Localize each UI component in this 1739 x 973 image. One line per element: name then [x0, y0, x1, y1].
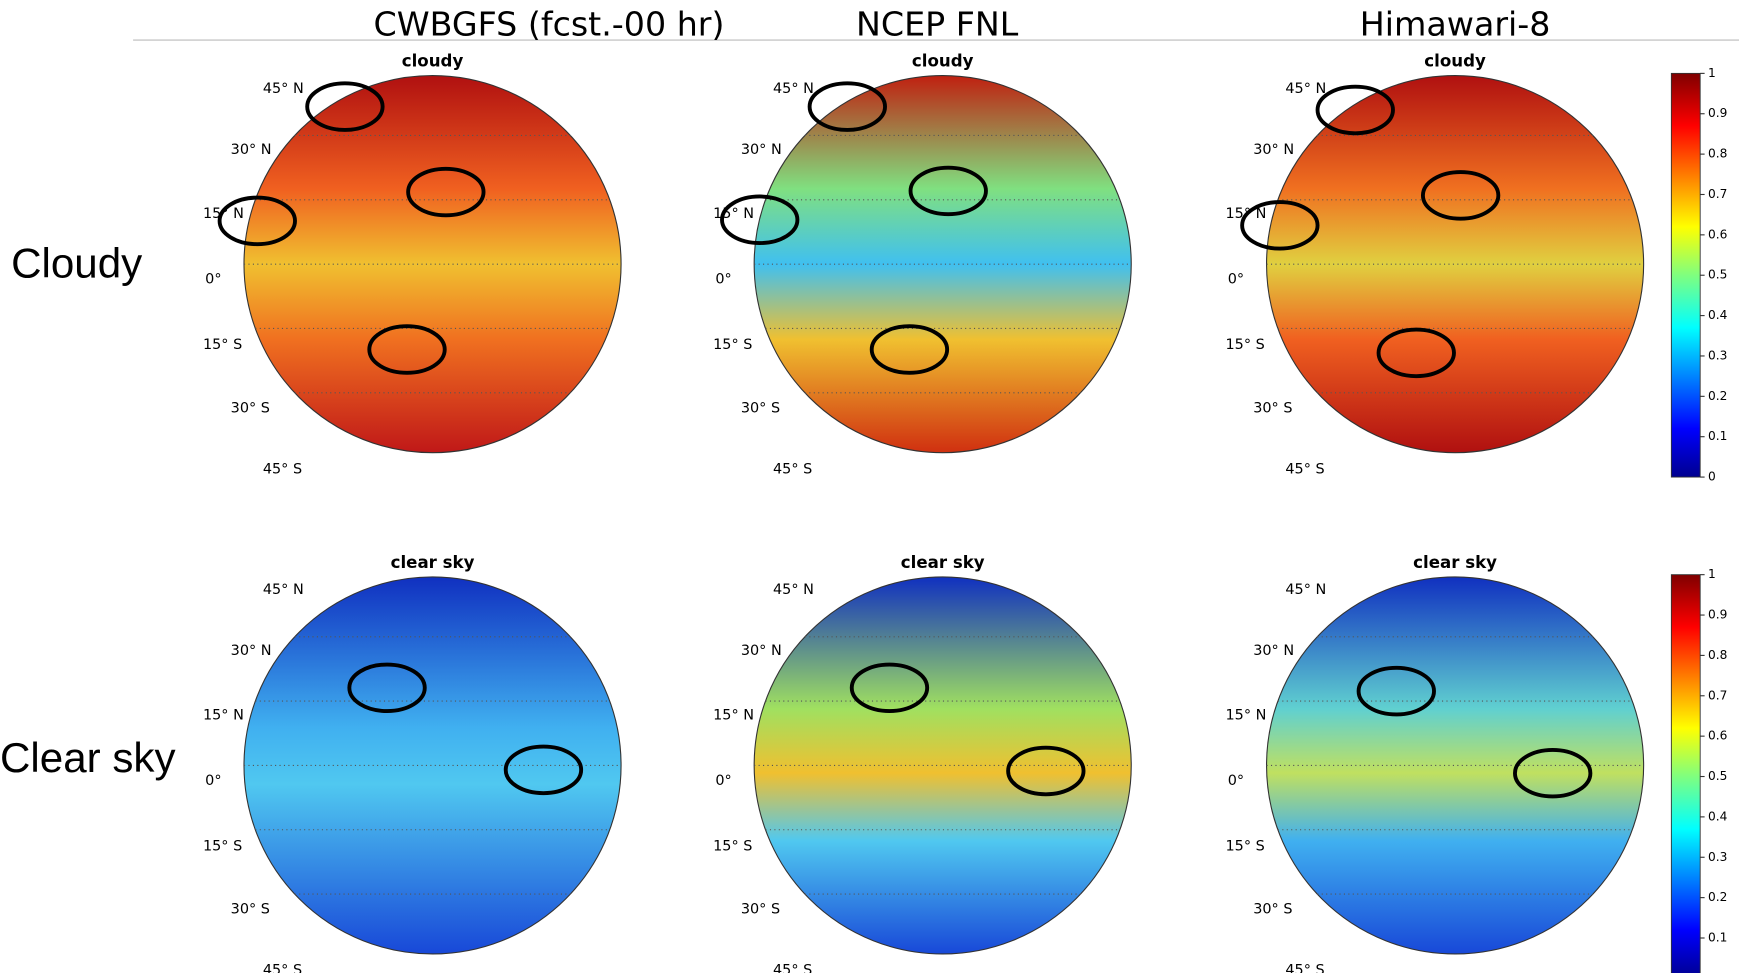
latitude-label: 30° N	[1253, 643, 1294, 659]
latitude-label: 45° S	[1285, 963, 1324, 973]
latitude-label: 30° N	[741, 142, 782, 158]
latitude-label: 15° N	[203, 708, 244, 724]
latitude-label: 15° N	[203, 206, 244, 222]
colorbar-tick-label: 0.6	[1708, 227, 1727, 241]
colorbar-tick-label: 0	[1708, 971, 1716, 973]
row-label: Clear sky	[0, 734, 176, 781]
colorbar-tick-label: 1	[1708, 567, 1716, 581]
colorbar-tick-label: 0.2	[1708, 890, 1727, 904]
highlight-ellipse	[406, 166, 486, 218]
highlight-ellipse	[503, 744, 584, 796]
latitude-label: 45° S	[1285, 461, 1324, 477]
colorbar-tick-label: 0.9	[1708, 608, 1727, 622]
colorbar-tick-label: 0.3	[1708, 850, 1727, 864]
colorbar-tick-label: 0.7	[1708, 688, 1727, 702]
latitude-label: 45° N	[1285, 582, 1326, 598]
latitude-label: 45° N	[773, 582, 814, 598]
highlight-ellipse	[720, 194, 800, 246]
highlight-ellipse	[1240, 200, 1320, 251]
colorbar-tick-label: 0.6	[1708, 729, 1727, 743]
highlight-ellipse	[217, 195, 297, 247]
colorbar-tick-label: 0.5	[1708, 769, 1727, 783]
latitude-label: 0°	[715, 272, 731, 288]
colorbar-tick-label: 0.2	[1708, 389, 1727, 403]
colorbar-tick-label: 0.4	[1708, 809, 1728, 823]
latitude-label: 15° S	[203, 337, 242, 353]
row-label: Cloudy	[11, 239, 142, 286]
highlight-ellipse	[1420, 170, 1501, 221]
panel-title: clear sky	[1413, 553, 1497, 572]
latitude-label: 30° N	[231, 142, 272, 158]
colorbar	[1670, 574, 1701, 973]
latitude-label: 30° S	[1253, 902, 1292, 918]
latitude-label: 30° S	[741, 400, 780, 416]
latitude-label: 30° S	[741, 902, 780, 918]
colorbar-tick-label: 0.8	[1708, 648, 1727, 662]
highlight-ellipse	[1376, 327, 1456, 379]
colorbar-tick-label: 1	[1708, 66, 1716, 80]
latitude-label: 0°	[1228, 272, 1244, 288]
panel-title: clear sky	[391, 553, 475, 572]
panel-title: cloudy	[402, 52, 464, 71]
latitude-label: 45° N	[773, 81, 814, 97]
column-title: Himawari-8	[1360, 5, 1551, 44]
latitude-label: 45° S	[773, 963, 812, 973]
latitude-label: 0°	[205, 272, 221, 288]
latitude-label: 15° N	[713, 206, 754, 222]
colorbar-tick-label: 0.7	[1708, 187, 1727, 201]
column-title: CWBGFS (fcst.-00 hr)	[374, 5, 725, 44]
colorbar-tick-label: 0.4	[1708, 308, 1728, 322]
latitude-label: 30° N	[231, 643, 272, 659]
latitude-label: 15° S	[713, 337, 752, 353]
latitude-label: 30° N	[1253, 142, 1294, 158]
latitude-label: 45° S	[773, 461, 812, 477]
panel-title: cloudy	[1424, 52, 1486, 71]
highlight-ellipse	[908, 165, 988, 217]
highlight-ellipse	[807, 81, 887, 132]
latitude-label: 45° S	[263, 963, 302, 973]
colorbar-tick-label: 0	[1708, 470, 1716, 484]
column-title: NCEP FNL	[856, 5, 1019, 44]
latitude-label: 15° S	[203, 838, 242, 854]
latitude-label: 45° N	[263, 582, 304, 598]
latitude-label: 45° S	[263, 461, 302, 477]
colorbar-tick-label: 0.3	[1708, 348, 1727, 362]
latitude-label: 45° N	[1285, 81, 1326, 97]
highlight-ellipse	[849, 662, 930, 714]
colorbar-tick-label: 0.1	[1708, 429, 1727, 443]
latitude-label: 15° S	[1226, 838, 1265, 854]
panel-title: clear sky	[901, 553, 985, 572]
latitude-label: 30° S	[231, 902, 270, 918]
latitude-label: 30° N	[741, 643, 782, 659]
panel-title: cloudy	[912, 52, 974, 71]
latitude-label: 45° N	[263, 81, 304, 97]
latitude-label: 0°	[1228, 773, 1244, 789]
highlight-ellipse	[305, 81, 385, 132]
colorbar-tick-label: 0.8	[1708, 147, 1727, 161]
colorbar	[1670, 72, 1701, 478]
highlight-ellipse	[367, 324, 447, 375]
colorbar-tick-label: 0.1	[1708, 930, 1727, 944]
latitude-label: 30° S	[1253, 400, 1292, 416]
highlight-ellipse	[1513, 747, 1593, 799]
latitude-label: 15° S	[1226, 337, 1265, 353]
highlight-ellipse	[1006, 745, 1086, 797]
latitude-label: 0°	[715, 773, 731, 789]
latitude-label: 15° S	[713, 838, 752, 854]
highlight-ellipse	[1356, 665, 1436, 717]
latitude-label: 30° S	[231, 400, 270, 416]
colorbar-tick-label: 0.5	[1708, 268, 1727, 282]
colorbar-tick-label: 0.9	[1708, 106, 1727, 120]
highlight-ellipse	[347, 662, 427, 714]
highlight-ellipse	[1315, 84, 1395, 136]
latitude-label: 0°	[205, 773, 221, 789]
latitude-label: 15° N	[713, 708, 754, 724]
highlight-ellipse	[869, 324, 950, 375]
latitude-label: 15° N	[1226, 708, 1267, 724]
